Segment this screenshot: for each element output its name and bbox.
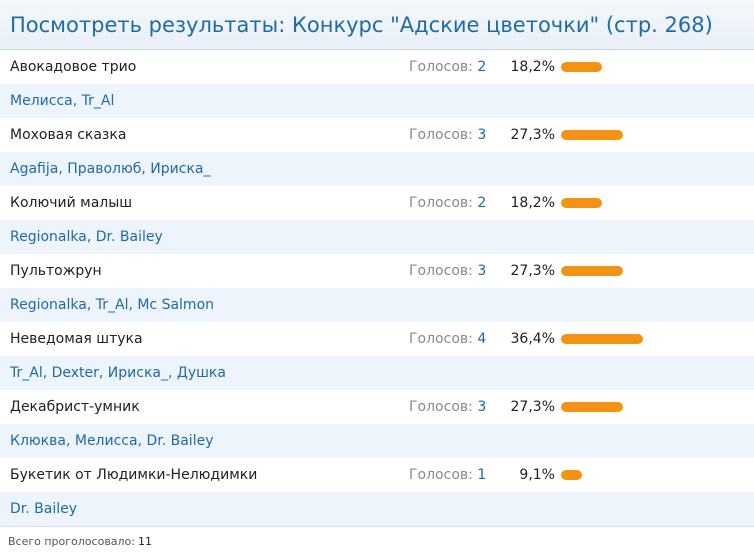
vote-count-value[interactable]: 3 xyxy=(477,263,487,279)
voters-row: Tr_Al, Dexter, Ириска_, Душка xyxy=(0,356,754,390)
poll-option-row: Моховая сказка Голосов: 3 27,3% xyxy=(0,118,754,152)
vote-bar xyxy=(561,402,623,412)
vote-count: Голосов: 2 xyxy=(409,195,487,211)
poll-footer: Всего проголосовало: 11 xyxy=(0,526,754,556)
voter-list[interactable]: Agafija, Праволюб, Ириска_ xyxy=(10,161,211,177)
vote-percent: 18,2% xyxy=(510,195,555,211)
poll-option-row: Авокадовое трио Голосов: 2 18,2% xyxy=(0,50,754,84)
vote-percent: 27,3% xyxy=(510,127,555,143)
vote-count: Голосов: 3 xyxy=(409,127,487,143)
vote-count: Голосов: 3 xyxy=(409,399,487,415)
option-name: Моховая сказка xyxy=(10,127,127,143)
voter-list[interactable]: Мелисса, Tr_Al xyxy=(10,93,115,109)
vote-count-value[interactable]: 2 xyxy=(477,59,487,75)
vote-bar xyxy=(561,266,623,276)
vote-percent: 27,3% xyxy=(510,399,555,415)
voter-list[interactable]: Regionalka, Dr. Bailey xyxy=(10,229,163,245)
vote-percent: 9,1% xyxy=(519,467,555,483)
option-name: Пультожрун xyxy=(10,263,102,279)
voter-list[interactable]: Dr. Bailey xyxy=(10,501,78,517)
poll-option-row: Неведомая штука Голосов: 4 36,4% xyxy=(0,322,754,356)
vote-count-value[interactable]: 1 xyxy=(477,467,487,483)
voters-row: Agafija, Праволюб, Ириска_ xyxy=(0,152,754,186)
poll-option-row: Колючий малыш Голосов: 2 18,2% xyxy=(0,186,754,220)
vote-bar xyxy=(561,198,602,208)
voters-row: Клюква, Мелисса, Dr. Bailey xyxy=(0,424,754,458)
voters-row: Мелисса, Tr_Al xyxy=(0,84,754,118)
option-name: Неведомая штука xyxy=(10,331,143,347)
vote-count: Голосов: 3 xyxy=(409,263,487,279)
vote-bar xyxy=(561,470,582,480)
option-name: Колючий малыш xyxy=(10,195,133,211)
results-header: Посмотреть результаты: Конкурс "Адские ц… xyxy=(0,0,754,50)
vote-count: Голосов: 4 xyxy=(409,331,487,347)
poll-option-row: Букетик от Людимки-Нелюдимки Голосов: 1 … xyxy=(0,458,754,492)
vote-count: Голосов: 1 xyxy=(409,467,487,483)
vote-count: Голосов: 2 xyxy=(409,59,487,75)
vote-bar xyxy=(561,62,602,72)
page-title: Посмотреть результаты: Конкурс "Адские ц… xyxy=(10,12,713,37)
option-name: Букетик от Людимки-Нелюдимки xyxy=(10,467,258,483)
vote-bar xyxy=(561,130,623,140)
vote-count-value[interactable]: 3 xyxy=(477,399,487,415)
total-voters-label: Всего проголосовало: xyxy=(8,535,136,548)
vote-percent: 18,2% xyxy=(510,59,555,75)
voter-list[interactable]: Tr_Al, Dexter, Ириска_, Душка xyxy=(10,365,226,381)
vote-bar xyxy=(561,334,643,344)
option-name: Авокадовое трио xyxy=(10,59,137,75)
vote-count-value[interactable]: 4 xyxy=(477,331,487,347)
vote-percent: 36,4% xyxy=(510,331,555,347)
voters-row: Dr. Bailey xyxy=(0,492,754,526)
poll-option-row: Декабрист-умник Голосов: 3 27,3% xyxy=(0,390,754,424)
voters-row: Regionalka, Dr. Bailey xyxy=(0,220,754,254)
vote-count-value[interactable]: 2 xyxy=(477,195,487,211)
vote-percent: 27,3% xyxy=(510,263,555,279)
voter-list[interactable]: Regionalka, Tr_Al, Mc Salmon xyxy=(10,297,215,313)
option-name: Декабрист-умник xyxy=(10,399,140,415)
total-voters-count: 11 xyxy=(138,535,153,548)
voters-row: Regionalka, Tr_Al, Mc Salmon xyxy=(0,288,754,322)
vote-count-value[interactable]: 3 xyxy=(477,127,487,143)
poll-option-row: Пультожрун Голосов: 3 27,3% xyxy=(0,254,754,288)
voter-list[interactable]: Клюква, Мелисса, Dr. Bailey xyxy=(10,433,214,449)
poll-results: Авокадовое трио Голосов: 2 18,2% Мелисса… xyxy=(0,50,754,526)
